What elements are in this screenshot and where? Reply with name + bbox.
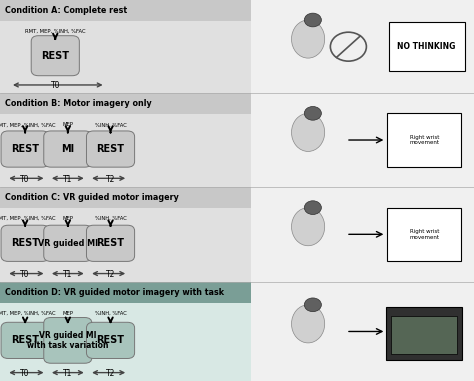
Text: RMT, MEP, %INH, %FAC: RMT, MEP, %INH, %FAC [0, 216, 55, 221]
Text: T1: T1 [63, 174, 73, 184]
Text: Condition D: VR guided motor imagery with task: Condition D: VR guided motor imagery wit… [5, 288, 224, 297]
Text: Condition C: VR guided motor imagery: Condition C: VR guided motor imagery [5, 193, 179, 202]
FancyBboxPatch shape [31, 36, 79, 76]
Circle shape [304, 13, 321, 27]
Ellipse shape [292, 113, 325, 151]
Text: MEP: MEP [63, 122, 73, 128]
Bar [251, 187, 474, 282]
Text: REST: REST [11, 238, 39, 248]
Bar [387, 113, 461, 167]
FancyBboxPatch shape [86, 225, 135, 261]
Text: REST: REST [41, 51, 69, 61]
Bar [0, 187, 251, 282]
FancyBboxPatch shape [44, 131, 92, 167]
Bar [0, 93, 251, 187]
Text: REST: REST [11, 144, 39, 154]
Bar [386, 307, 462, 360]
Text: Right wrist
movement: Right wrist movement [409, 229, 439, 240]
Text: REST: REST [11, 335, 39, 346]
Circle shape [304, 201, 321, 215]
Text: Right wrist
movement: Right wrist movement [409, 134, 439, 146]
FancyBboxPatch shape [1, 225, 49, 261]
Text: Condition A: Complete rest: Condition A: Complete rest [5, 6, 127, 15]
Ellipse shape [292, 20, 325, 58]
Text: T2: T2 [106, 369, 115, 378]
Text: T1: T1 [63, 270, 73, 279]
Bar [0, 0, 251, 21]
FancyBboxPatch shape [44, 317, 92, 363]
Text: T2: T2 [106, 270, 115, 279]
Text: MI: MI [61, 144, 74, 154]
Text: VR guided MI: VR guided MI [38, 239, 98, 248]
Bar [251, 93, 474, 187]
Text: RMT, MEP, %INH, %FAC: RMT, MEP, %INH, %FAC [0, 311, 55, 316]
Circle shape [304, 106, 321, 120]
Text: T2: T2 [106, 174, 115, 184]
Text: T1: T1 [63, 369, 73, 378]
Text: NO THINKING: NO THINKING [397, 42, 456, 51]
Bar [0, 282, 251, 381]
Text: RMT, MEP, %INH, %FAC: RMT, MEP, %INH, %FAC [0, 122, 55, 128]
Text: %INH, %FAC: %INH, %FAC [95, 122, 127, 128]
Text: T0: T0 [51, 81, 60, 90]
Text: REST: REST [97, 335, 125, 346]
Text: REST: REST [97, 238, 125, 248]
FancyBboxPatch shape [1, 131, 49, 167]
Text: REST: REST [97, 144, 125, 154]
Text: %INH, %FAC: %INH, %FAC [95, 216, 127, 221]
Text: T0: T0 [20, 174, 30, 184]
Bar [0, 282, 251, 303]
Ellipse shape [292, 305, 325, 343]
Bar [0, 0, 251, 93]
FancyBboxPatch shape [44, 225, 92, 261]
Bar [0, 187, 251, 208]
Bar [389, 22, 465, 72]
Text: T0: T0 [20, 270, 30, 279]
Ellipse shape [292, 208, 325, 246]
Bar [251, 0, 474, 93]
Bar [391, 316, 457, 354]
FancyBboxPatch shape [86, 131, 135, 167]
Text: MEP: MEP [63, 311, 73, 316]
Text: %INH, %FAC: %INH, %FAC [95, 311, 127, 316]
Text: VR guided MI
with task variation: VR guided MI with task variation [27, 331, 109, 350]
Bar [0, 93, 251, 114]
Bar [387, 208, 461, 261]
Text: MEP: MEP [63, 216, 73, 221]
Text: Condition B: Motor imagery only: Condition B: Motor imagery only [5, 99, 152, 108]
FancyBboxPatch shape [86, 322, 135, 359]
Text: RMT, MEP, %INH, %FAC: RMT, MEP, %INH, %FAC [25, 29, 86, 34]
Bar [251, 282, 474, 381]
Text: T0: T0 [20, 369, 30, 378]
FancyBboxPatch shape [1, 322, 49, 359]
Circle shape [304, 298, 321, 312]
